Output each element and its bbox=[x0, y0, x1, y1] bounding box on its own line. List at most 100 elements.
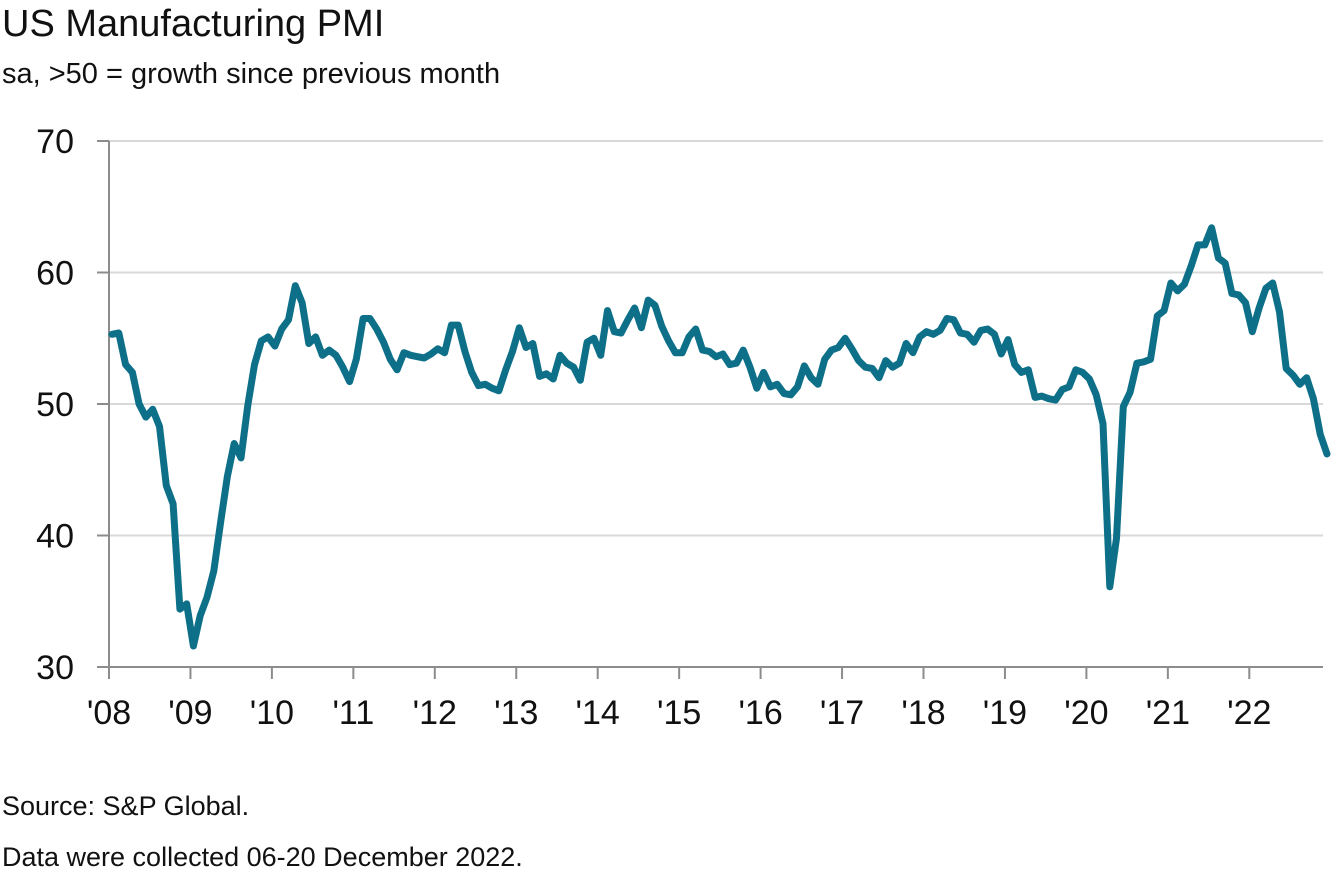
data-point bbox=[1311, 397, 1315, 401]
x-tick-label: '21 bbox=[1146, 694, 1190, 732]
data-point bbox=[1033, 395, 1037, 399]
data-point bbox=[334, 353, 338, 357]
data-point bbox=[1264, 286, 1268, 290]
data-point bbox=[1067, 385, 1071, 389]
data-point bbox=[164, 484, 168, 488]
data-point bbox=[843, 336, 847, 340]
data-point bbox=[1149, 357, 1153, 361]
data-point bbox=[327, 348, 331, 352]
data-point bbox=[110, 332, 114, 336]
data-point bbox=[314, 335, 318, 339]
data-point bbox=[1169, 281, 1173, 285]
data-point bbox=[619, 331, 623, 335]
data-point bbox=[382, 340, 386, 344]
data-point bbox=[1318, 432, 1322, 436]
data-point bbox=[280, 327, 284, 331]
data-point bbox=[979, 328, 983, 332]
data-point bbox=[1108, 585, 1112, 589]
data-point bbox=[1135, 361, 1139, 365]
data-point bbox=[191, 644, 195, 648]
data-point bbox=[219, 520, 223, 524]
data-point bbox=[1325, 452, 1329, 456]
source-note: Source: S&P Global. bbox=[2, 791, 250, 821]
data-point bbox=[748, 365, 752, 369]
data-point bbox=[1189, 264, 1193, 268]
data-point bbox=[1087, 377, 1091, 381]
axes bbox=[97, 140, 1323, 679]
data-point bbox=[130, 370, 134, 374]
chart-title: US Manufacturing PMI bbox=[2, 3, 385, 45]
data-point bbox=[796, 385, 800, 389]
x-tick-label: '11 bbox=[332, 694, 374, 732]
data-point bbox=[544, 372, 548, 376]
data-point bbox=[320, 353, 324, 357]
data-point bbox=[1203, 243, 1207, 247]
data-point bbox=[551, 377, 555, 381]
data-point bbox=[660, 324, 664, 328]
data-point bbox=[483, 382, 487, 386]
data-point bbox=[307, 342, 311, 346]
data-point bbox=[558, 353, 562, 357]
x-tick-label: '09 bbox=[168, 694, 212, 732]
data-point bbox=[449, 323, 453, 327]
data-point bbox=[470, 370, 474, 374]
data-point bbox=[721, 352, 725, 356]
data-point bbox=[1094, 393, 1098, 397]
data-point bbox=[422, 356, 426, 360]
data-point bbox=[1074, 368, 1078, 372]
x-tick-label: '16 bbox=[738, 694, 782, 732]
data-point bbox=[259, 339, 263, 343]
data-point bbox=[809, 376, 813, 380]
data-point bbox=[402, 351, 406, 355]
data-point bbox=[1006, 338, 1010, 342]
data-point bbox=[633, 306, 637, 310]
data-point bbox=[436, 347, 440, 351]
data-point bbox=[823, 357, 827, 361]
data-point bbox=[938, 328, 942, 332]
data-point bbox=[592, 336, 596, 340]
data-point bbox=[992, 332, 996, 336]
data-point bbox=[701, 348, 705, 352]
data-point bbox=[952, 318, 956, 322]
data-point bbox=[1284, 367, 1288, 371]
data-point bbox=[185, 602, 189, 606]
data-point bbox=[680, 351, 684, 355]
series-layer bbox=[108, 224, 1331, 650]
data-point bbox=[626, 318, 630, 322]
data-point bbox=[409, 353, 413, 357]
data-point bbox=[585, 340, 589, 344]
data-point bbox=[1060, 388, 1064, 392]
data-point bbox=[735, 361, 739, 365]
x-tick-label: '17 bbox=[820, 694, 864, 732]
collection-note: Data were collected 06-20 December 2022. bbox=[2, 842, 523, 872]
data-point bbox=[368, 317, 372, 321]
data-point bbox=[490, 386, 494, 390]
data-point bbox=[388, 357, 392, 361]
data-point bbox=[1142, 360, 1146, 364]
x-tick-label: '22 bbox=[1227, 694, 1271, 732]
data-point bbox=[538, 374, 542, 378]
data-point bbox=[599, 353, 603, 357]
data-point bbox=[741, 348, 745, 352]
data-point bbox=[212, 569, 216, 573]
data-point bbox=[415, 355, 419, 359]
data-point bbox=[1115, 536, 1119, 540]
data-point bbox=[918, 335, 922, 339]
data-point bbox=[1196, 243, 1200, 247]
data-point bbox=[531, 342, 535, 346]
data-point bbox=[246, 403, 250, 407]
data-point bbox=[1278, 310, 1282, 314]
data-point bbox=[239, 456, 243, 460]
data-point bbox=[524, 346, 528, 350]
data-point bbox=[1081, 370, 1085, 374]
data-point bbox=[802, 364, 806, 368]
data-point bbox=[1013, 363, 1017, 367]
data-point bbox=[789, 393, 793, 397]
x-tick-label: '19 bbox=[983, 694, 1027, 732]
data-point bbox=[117, 331, 121, 335]
data-point bbox=[477, 384, 481, 388]
data-point bbox=[232, 442, 236, 446]
y-tick-label: 30 bbox=[36, 649, 74, 687]
data-point bbox=[293, 284, 297, 288]
